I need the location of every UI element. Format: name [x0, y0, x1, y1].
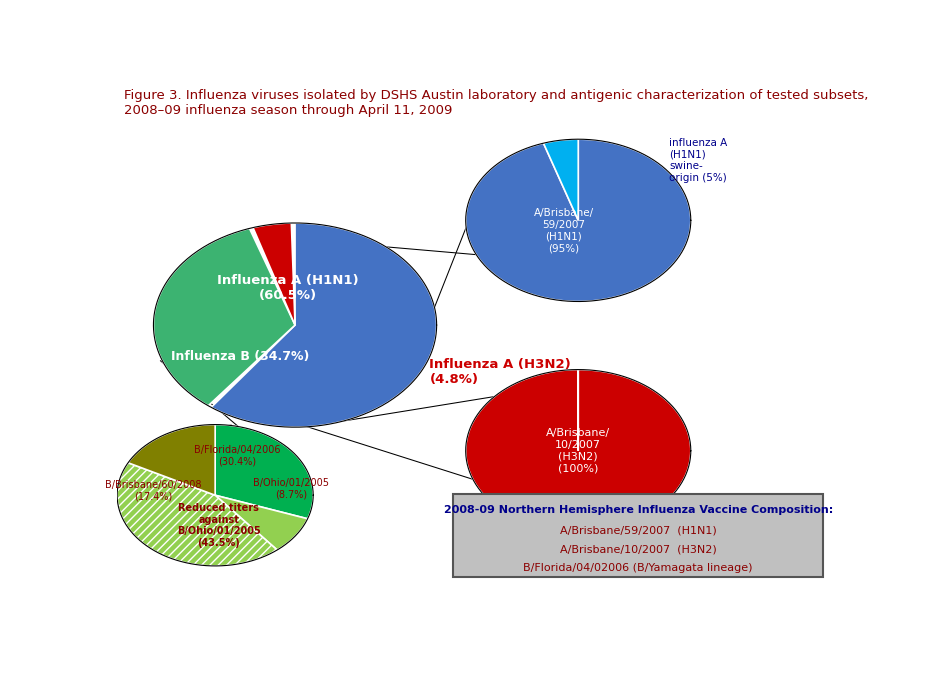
Polygon shape	[154, 228, 295, 406]
Polygon shape	[128, 424, 215, 495]
Text: 2008-09 Northern Hemisphere Influenza Vaccine Composition:: 2008-09 Northern Hemisphere Influenza Va…	[443, 505, 832, 515]
Polygon shape	[215, 424, 313, 519]
Text: B/Ohio/01/2005
(8.7%): B/Ohio/01/2005 (8.7%)	[253, 478, 329, 500]
Text: influenza A
(H1N1)
swine-
origin (5%): influenza A (H1N1) swine- origin (5%)	[668, 138, 726, 182]
Polygon shape	[211, 223, 436, 427]
Polygon shape	[117, 463, 277, 566]
Text: Reduced titers
against
B/Ohio/01/2005
(43.5%): Reduced titers against B/Ohio/01/2005 (4…	[177, 503, 260, 548]
Polygon shape	[543, 139, 578, 220]
Polygon shape	[215, 495, 307, 550]
Text: Influenza A (H3N2)
(4.8%): Influenza A (H3N2) (4.8%)	[429, 358, 571, 386]
Text: B/Brisbane/60/2008
(17.4%): B/Brisbane/60/2008 (17.4%)	[105, 480, 201, 502]
Text: Influenza A (H1N1)
(60.5%): Influenza A (H1N1) (60.5%)	[217, 275, 358, 303]
FancyBboxPatch shape	[453, 494, 822, 577]
Text: Figure 3. Influenza viruses isolated by DSHS Austin laboratory and antigenic cha: Figure 3. Influenza viruses isolated by …	[124, 90, 868, 103]
Text: Influenza B (34.7%): Influenza B (34.7%)	[171, 350, 310, 363]
Text: A/Brisbane/10/2007  (H3N2): A/Brisbane/10/2007 (H3N2)	[559, 545, 716, 554]
Text: 2008–09 influenza season through April 11, 2009: 2008–09 influenza season through April 1…	[124, 103, 452, 116]
Text: B/Florida/04/2006
(30.4%): B/Florida/04/2006 (30.4%)	[194, 445, 280, 466]
Text: B/Florida/04/02006 (B/Yamagata lineage): B/Florida/04/02006 (B/Yamagata lineage)	[523, 563, 753, 573]
Text: A/Brisbane/59/2007  (H1N1): A/Brisbane/59/2007 (H1N1)	[559, 526, 716, 536]
Polygon shape	[465, 139, 690, 301]
Polygon shape	[465, 370, 690, 532]
Text: A/Brisbane/
10/2007
(H3N2)
(100%): A/Brisbane/ 10/2007 (H3N2) (100%)	[546, 428, 609, 473]
Polygon shape	[253, 223, 295, 325]
Text: A/Brisbane/
59/2007
(H1N1)
(95%): A/Brisbane/ 59/2007 (H1N1) (95%)	[534, 209, 593, 253]
